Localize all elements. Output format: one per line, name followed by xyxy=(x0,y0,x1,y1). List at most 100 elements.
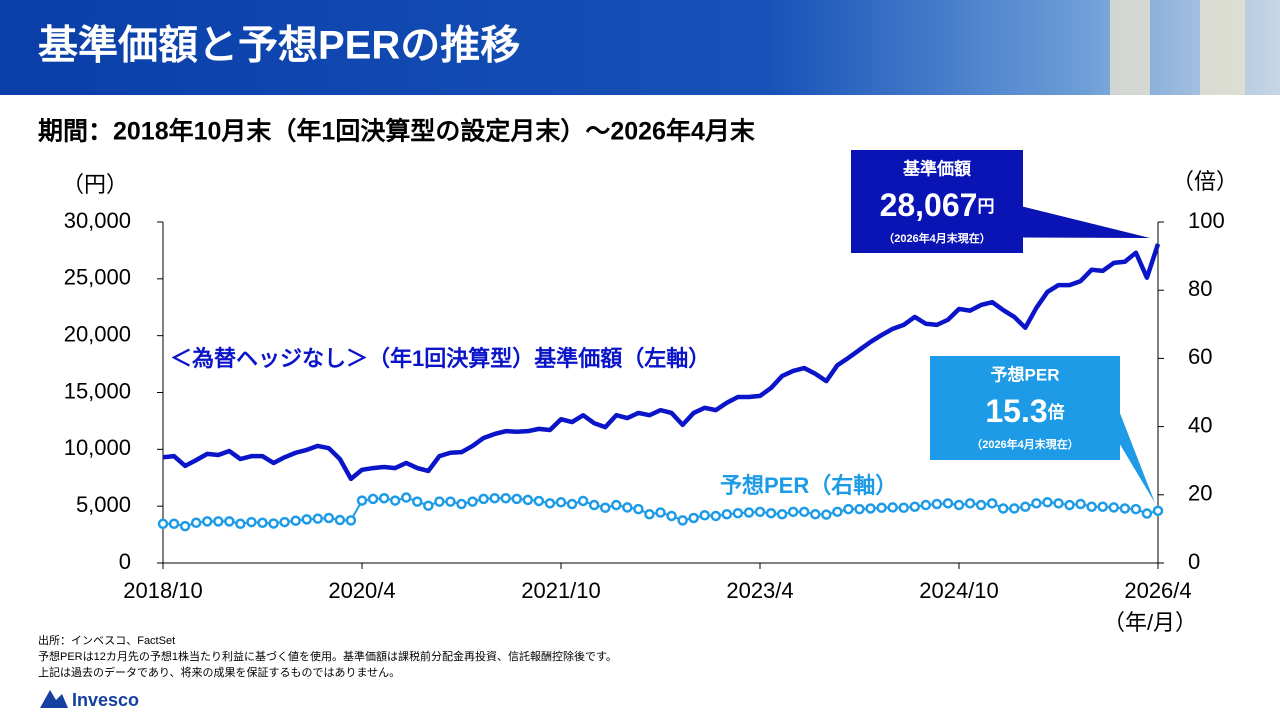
footnote: 上記は過去のデータであり、将来の成果を保証するものではありません。 xyxy=(38,665,400,679)
per-marker xyxy=(1152,505,1164,517)
per-marker xyxy=(268,518,279,529)
per-marker xyxy=(478,493,489,505)
callout-value: 15.3倍 xyxy=(985,393,1064,429)
series-label: 予想PER（右軸） xyxy=(720,473,897,498)
per-marker xyxy=(467,496,478,507)
per-marker xyxy=(633,503,644,515)
per-marker xyxy=(1009,503,1020,514)
per-marker xyxy=(898,502,909,514)
callout-box xyxy=(930,356,1120,460)
x-tick-label: 2024/10 xyxy=(919,578,999,603)
per-marker xyxy=(400,492,412,503)
per-marker xyxy=(1097,501,1108,512)
per-marker xyxy=(456,498,467,510)
per-marker xyxy=(577,495,589,507)
logo-icon xyxy=(40,690,68,708)
x-axis-label: （年/月） xyxy=(1103,610,1197,635)
per-marker xyxy=(312,513,324,524)
per-marker xyxy=(832,506,843,518)
per-marker xyxy=(798,506,810,518)
header-columns xyxy=(1110,0,1245,95)
y-tick-label: 10,000 xyxy=(64,435,131,460)
callout-value: 28,067円 xyxy=(880,187,995,223)
per-marker xyxy=(975,499,987,511)
y2-tick-label: 40 xyxy=(1188,412,1212,437)
per-marker xyxy=(677,515,688,526)
per-marker xyxy=(544,498,556,509)
per-marker xyxy=(1064,499,1075,511)
per-marker xyxy=(179,520,191,532)
x-tick-label: 2021/10 xyxy=(521,578,601,603)
per-marker xyxy=(555,497,567,508)
x-tick-label: 2018/10 xyxy=(123,578,203,603)
y-tick-label: 25,000 xyxy=(64,265,131,290)
per-marker xyxy=(201,516,213,527)
y2-tick-label: 80 xyxy=(1188,276,1212,301)
per-marker xyxy=(522,494,534,506)
per-marker xyxy=(964,498,976,509)
per-marker xyxy=(876,502,887,514)
per-marker xyxy=(732,507,744,519)
per-marker xyxy=(721,508,733,520)
y-tick-label: 5,000 xyxy=(76,492,131,517)
per-marker xyxy=(345,515,357,526)
per-marker xyxy=(997,503,1009,514)
per-marker xyxy=(423,500,434,511)
callout-title: 予想PER xyxy=(991,364,1060,384)
per-marker xyxy=(511,493,523,505)
y-tick-label: 30,000 xyxy=(64,208,131,233)
callout-number: 15.3 xyxy=(985,393,1047,429)
y2-tick-label: 60 xyxy=(1188,344,1212,369)
per-marker xyxy=(699,510,710,521)
x-tick-label: 2020/4 xyxy=(328,578,395,603)
per-marker xyxy=(257,517,268,529)
per-marker xyxy=(334,514,346,526)
per-marker xyxy=(655,507,666,518)
y-tick-label: 15,000 xyxy=(64,378,131,403)
per-marker xyxy=(622,502,633,513)
per-marker xyxy=(301,514,312,525)
per-marker xyxy=(290,515,301,526)
callout-pointer xyxy=(1120,413,1155,503)
per-marker xyxy=(1031,498,1042,509)
per-marker xyxy=(787,506,799,518)
per-marker xyxy=(909,501,921,512)
per-marker xyxy=(986,498,998,509)
footnote: 予想PERは12カ月先の予想1株当たり利益に基づく値を使用。基準価額は課税前分配… xyxy=(38,649,617,663)
per-marker xyxy=(743,507,755,518)
per-marker xyxy=(765,507,777,519)
y-tick-label: 20,000 xyxy=(64,321,131,346)
per-marker xyxy=(588,499,600,511)
subtitle: 期間：2018年10月末（年1回決算型の設定月末）～2026年4月末 xyxy=(38,117,755,146)
callout-note: （2026年4月末現在） xyxy=(971,437,1079,451)
x-tick-label: 2023/4 xyxy=(726,578,793,603)
per-marker xyxy=(821,509,832,520)
y-tick-label: 0 xyxy=(119,549,131,574)
slide-title: 基準価額と予想PERの推移 xyxy=(38,24,520,68)
y2-tick-label: 0 xyxy=(1188,549,1200,574)
callout-number: 28,067 xyxy=(880,187,978,223)
per-marker xyxy=(224,516,235,527)
y2-axis-label: （倍） xyxy=(1172,169,1238,194)
per-marker xyxy=(566,498,578,510)
per-marker xyxy=(776,508,788,520)
y2-tick-label: 100 xyxy=(1188,208,1225,233)
callout-title: 基準価額 xyxy=(902,158,971,178)
per-marker xyxy=(168,518,180,530)
per-marker xyxy=(445,496,456,507)
per-marker xyxy=(190,517,202,529)
per-marker xyxy=(378,492,390,504)
per-marker xyxy=(323,512,335,524)
per-marker xyxy=(279,516,290,528)
y-axis-label: （円） xyxy=(62,172,128,197)
per-marker xyxy=(1042,497,1053,508)
per-marker xyxy=(754,506,766,518)
y2-tick-label: 20 xyxy=(1188,481,1212,506)
per-marker xyxy=(1053,498,1064,509)
per-marker xyxy=(389,495,401,506)
callout-pointer xyxy=(1023,206,1150,238)
footnote: 出所：インベスコ、FactSet xyxy=(38,633,175,647)
per-marker xyxy=(931,498,943,510)
per-marker xyxy=(500,492,511,504)
